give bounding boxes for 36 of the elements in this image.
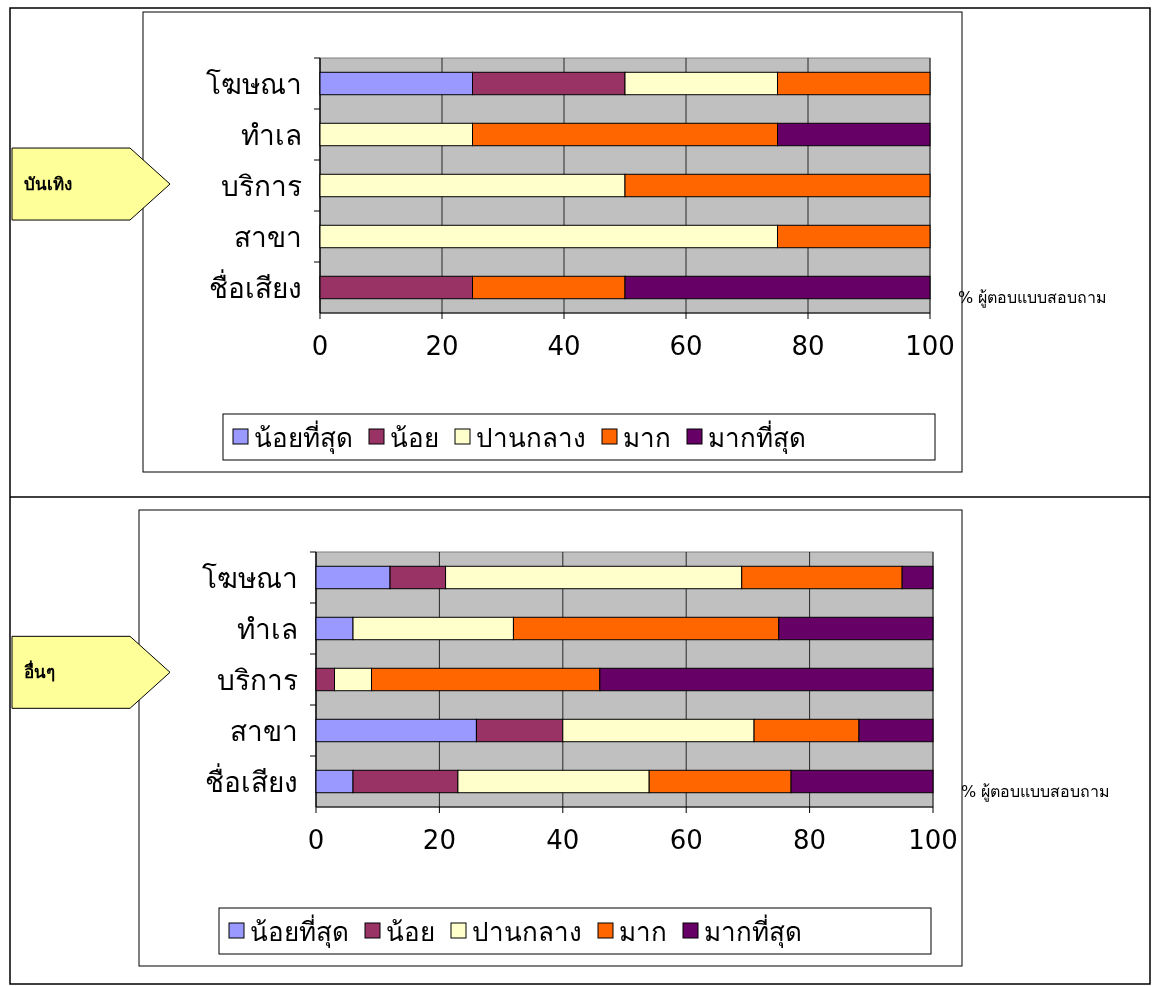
x-tick-label: 80 (793, 825, 827, 855)
y-tick-label: ทำเล (237, 612, 298, 646)
x-tick-label: 20 (425, 331, 459, 361)
legend-label: มากที่สุด (704, 914, 802, 948)
y-tick-label: บริการ (217, 663, 298, 697)
x-tick-label: 100 (908, 825, 958, 855)
y-tick-label: ชื่อเสียง (205, 762, 298, 799)
x-tick-label: 20 (422, 825, 456, 855)
y-tick-label: สาขา (230, 714, 298, 748)
x-tick-label: 0 (311, 331, 329, 361)
legend-label: ปานกลาง (476, 423, 586, 453)
x-tick-label: 80 (791, 331, 825, 361)
legend-label: มาก (623, 423, 671, 453)
x-tick-label: 40 (547, 331, 581, 361)
y-tick-label: โฆษณา (206, 67, 302, 101)
text: บันเทิง (24, 174, 72, 195)
x-tick-label: 0 (307, 825, 325, 855)
x-axis-title: % ผู้ตอบแบบสอบถาม (961, 782, 1111, 802)
x-axis-title: % ผู้ตอบแบบสอบถาม (958, 288, 1108, 308)
x-tick-label: 60 (669, 331, 703, 361)
legend-label: น้อยที่สุด (250, 914, 349, 948)
legend-label: ปานกลาง (472, 917, 582, 947)
legend-label: มาก (619, 917, 667, 947)
legend-label: น้อย (386, 917, 435, 947)
legend-label: มากที่สุด (708, 420, 806, 454)
y-tick-label: โฆษณา (202, 561, 298, 595)
legend-label: น้อยที่สุด (254, 420, 353, 454)
x-tick-label: 100 (905, 331, 955, 361)
y-tick-label: สาขา (234, 220, 302, 254)
y-tick-label: ชื่อเสียง (209, 268, 302, 305)
x-tick-label: 40 (546, 825, 580, 855)
y-tick-label: ทำเล (241, 118, 302, 152)
x-tick-label: 60 (669, 825, 703, 855)
text: อื่นๆ (24, 660, 55, 683)
legend-label: น้อย (390, 423, 439, 453)
y-tick-label: บริการ (221, 169, 302, 203)
